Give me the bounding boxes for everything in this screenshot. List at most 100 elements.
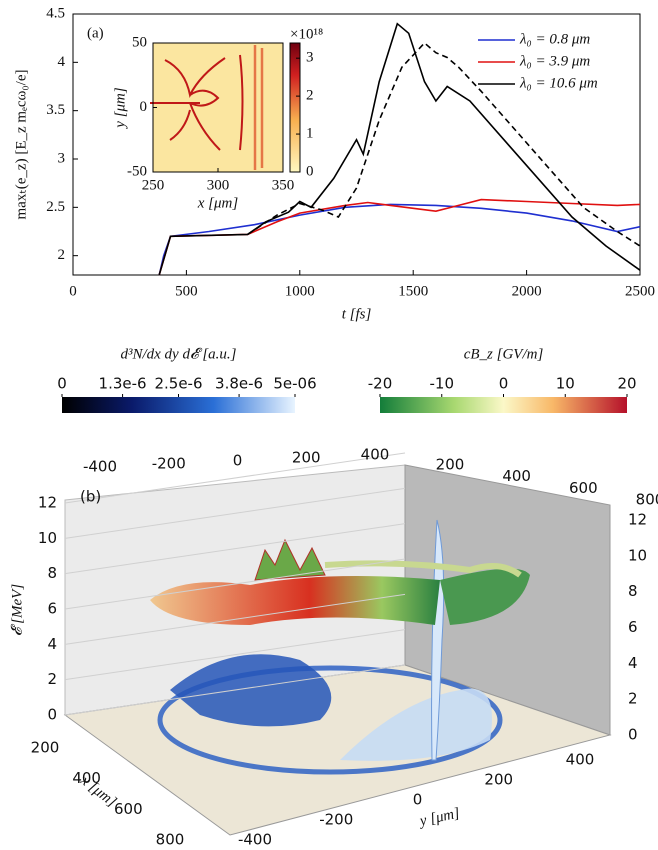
x-tick-label: 350 [272, 177, 295, 193]
colorbar-tick-label: 1 [306, 125, 314, 141]
y-tick-label: -50 [127, 163, 147, 179]
colorbar-title: cB_z [GV/m] [464, 346, 544, 362]
colorbar [62, 397, 295, 413]
z-tick-label: 8 [47, 564, 57, 582]
colorbar-tick-label: 2 [306, 88, 314, 104]
z-tick-label: 0 [628, 726, 638, 744]
x-tick-label: 600 [569, 479, 598, 497]
x-tick-label: 2500 [625, 283, 655, 299]
colorbar-tick-label: 10 [556, 375, 575, 393]
line-series [158, 22, 641, 276]
inset-image [150, 43, 300, 172]
inset-colorbar [290, 43, 300, 172]
panel-label: (a) [87, 25, 104, 41]
field-ring [440, 568, 530, 625]
y-tick-label: 0 [140, 99, 148, 115]
electron-cloud [340, 688, 492, 761]
y-tick-label: 3 [58, 150, 66, 166]
y-tick-label: 2 [58, 247, 66, 263]
z-grid-line [64, 487, 406, 539]
z-tick-label: 12 [38, 494, 57, 512]
colorbar-tick-label: 0 [306, 163, 314, 179]
y-tick-label: 0 [413, 791, 423, 809]
colorbar-tick-label: -20 [368, 375, 393, 393]
y-tick-label: 4.5 [46, 5, 65, 21]
y-tick-label: 2.5 [46, 199, 65, 215]
y-tick-label: 4 [58, 54, 66, 70]
y-tick-label: 200 [292, 449, 321, 467]
x-tick-label: 800 [636, 491, 658, 509]
z-tick-label: 10 [38, 529, 57, 547]
electron-cloud [170, 654, 332, 727]
field-peaks [254, 538, 326, 581]
z-tick-label: 8 [628, 582, 638, 600]
z-tick-label: 6 [47, 600, 57, 618]
z-grid-line [64, 452, 406, 504]
colorbar-tick-label: 2.5e-6 [154, 375, 202, 393]
colorbar-title: d³N/dx dy d𝓔 [a.u.] [120, 346, 236, 362]
field-ring [150, 576, 440, 625]
x-tick-label: 300 [207, 177, 230, 193]
colorbar-tick-label: -10 [430, 375, 455, 393]
x-tick-label: 500 [175, 283, 198, 299]
colorbar-tick-label: 0 [499, 375, 509, 393]
electron-ring [157, 665, 503, 775]
colorbar-tick-label: 5e-06 [273, 375, 316, 393]
x-axis-label: x [μm] [197, 195, 239, 211]
z-tick-label: 10 [628, 546, 647, 564]
panel-label: (b) [80, 488, 101, 506]
legend-label: λ₀ = 0.8 μm [519, 31, 590, 47]
y-tick-label: -200 [319, 811, 353, 829]
y-axis-label: y [μm] [416, 805, 461, 830]
z-grid-line [64, 523, 406, 575]
y-tick-label: 400 [566, 751, 595, 769]
colorbar-tick-label: 1.3e-6 [99, 375, 147, 393]
y-axis-label: y [μm] [112, 87, 128, 130]
y-tick-label: 0 [233, 452, 243, 470]
y-tick-label: 200 [484, 771, 513, 789]
panel-b: 0 0 2 2 4 4 6 6 8 8 10 10 12 12 200 200 400 400 600 600 800 8… [9, 446, 658, 849]
x-tick-label: 1500 [398, 283, 428, 299]
x-tick-label: 800 [156, 831, 185, 849]
line-series [158, 203, 641, 276]
z-tick-label: 12 [628, 511, 647, 529]
y-tick-label: -400 [238, 831, 272, 849]
z-axis-label: 𝓔 [MeV] [9, 584, 25, 636]
y-tick-label: 3.5 [46, 102, 65, 118]
x-tick-label: 600 [114, 800, 143, 818]
plot-frame [72, 13, 641, 276]
x-tick-label: 200 [436, 456, 465, 474]
panel-b-scene [63, 464, 612, 836]
x-tick-label: 400 [72, 769, 101, 787]
y-tick-label: -400 [83, 458, 117, 476]
colorbar-tick-label: 20 [617, 375, 636, 393]
y-tick-label: 50 [132, 34, 147, 50]
line-series [247, 41, 641, 247]
x-tick-label: 0 [69, 283, 77, 299]
z-grid-line [64, 664, 406, 716]
field-ring [324, 560, 522, 578]
y-tick-label: 400 [361, 446, 390, 464]
z-tick-label: 4 [47, 635, 57, 653]
line-series [158, 198, 641, 276]
y-axis-label: maxₜ(e_z) [E_z mₑcω₀/e] [13, 70, 29, 220]
z-grid-line [64, 558, 406, 610]
y-tick-label: -200 [152, 455, 186, 473]
x-tick-label: 1000 [285, 283, 315, 299]
x-tick-label: 200 [31, 739, 60, 757]
inset-colorbar-frame [289, 42, 301, 173]
colorbar-tick-label: 3 [306, 50, 314, 66]
legend-label: λ₀ = 10.6 μm [519, 75, 598, 91]
z-tick-label: 4 [628, 654, 638, 672]
colorbar-tick-label: 0 [57, 375, 67, 393]
z-tick-label: 2 [47, 670, 57, 688]
x-tick-label: 250 [142, 177, 165, 193]
x-tick-label: 2000 [512, 283, 542, 299]
z-tick-label: 2 [628, 690, 638, 708]
z-grid-line [64, 593, 406, 645]
heatmap-structure [253, 45, 264, 170]
z-grid-line [64, 629, 406, 681]
z-tick-label: 0 [47, 706, 57, 724]
x-tick-label: 400 [502, 467, 531, 485]
